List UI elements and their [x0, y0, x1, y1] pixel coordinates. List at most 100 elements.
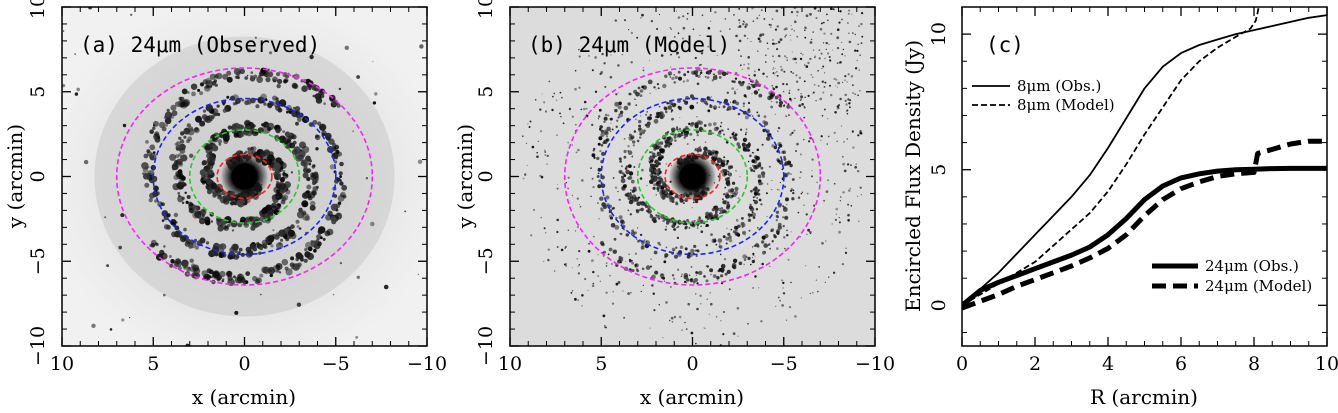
speckle [777, 40, 781, 44]
speckle [799, 99, 802, 101]
arm-blob [696, 224, 699, 227]
arm-blob [311, 172, 319, 179]
arm-blob [700, 71, 703, 75]
arm-blob [635, 92, 640, 97]
speckle [556, 246, 559, 248]
arm-blob [694, 278, 698, 282]
arm-blob [608, 214, 613, 218]
arm-blob [618, 157, 622, 161]
speckle [742, 112, 745, 115]
speckle [574, 230, 577, 232]
speckle [545, 232, 547, 234]
speckle [808, 140, 811, 143]
arm-blob [770, 228, 775, 232]
speckle [762, 72, 765, 76]
arm-blob [290, 142, 294, 146]
arm-blob [607, 253, 610, 256]
speckle [790, 281, 792, 284]
speckle [745, 128, 748, 131]
speckle [571, 290, 574, 292]
speckle [798, 76, 802, 80]
arm-blob [631, 189, 635, 193]
arm-blob [179, 139, 185, 144]
arm-blob [177, 194, 181, 198]
arm-blob [631, 155, 634, 158]
speckle [841, 53, 844, 56]
speckle [773, 234, 776, 237]
speckle [630, 291, 632, 294]
speckle [793, 30, 795, 32]
x-tick-label: 5 [595, 353, 607, 375]
speckle [812, 76, 814, 78]
speckle [670, 316, 674, 320]
speckle [812, 291, 814, 294]
arm-blob [227, 275, 233, 281]
arm-blob [775, 210, 780, 214]
speckle [857, 43, 860, 46]
arm-blob [303, 258, 308, 263]
arm-blob [698, 270, 703, 276]
speckle [752, 246, 754, 248]
arm-blob [742, 254, 747, 259]
arm-blob [781, 205, 785, 208]
speckle [708, 313, 710, 315]
speckle [608, 211, 611, 214]
arm-blob [325, 214, 332, 221]
arm-blob [657, 87, 660, 90]
speckle [804, 29, 806, 32]
speckle [752, 287, 754, 289]
speckle [665, 301, 668, 304]
x-tick-label: 10 [1315, 353, 1338, 375]
arm-blob [665, 221, 670, 225]
arm-blob [664, 74, 668, 78]
arm-blob [639, 127, 642, 130]
series-line-3 [962, 138, 1327, 311]
arm-blob [272, 79, 276, 83]
speckle [623, 173, 626, 176]
arm-blob [335, 208, 339, 212]
speckle [737, 335, 739, 337]
speckle [764, 84, 766, 86]
speckle [786, 59, 788, 61]
speckle [827, 52, 830, 55]
arm-blob [677, 70, 681, 74]
arm-blob [281, 258, 289, 266]
arm-blob [751, 212, 756, 218]
arm-blob [630, 179, 635, 184]
arm-blob [186, 139, 190, 144]
arm-blob [727, 232, 731, 236]
arm-blob [784, 161, 789, 166]
arm-blob [187, 91, 190, 94]
speckle [838, 230, 841, 234]
arm-blob [778, 144, 783, 148]
speckle [653, 309, 656, 312]
speckle [737, 26, 739, 28]
speckle [725, 242, 728, 245]
arm-blob [171, 110, 178, 117]
arm-blob [692, 280, 696, 284]
arm-blob [771, 240, 774, 243]
x-tick-label: −5 [770, 353, 798, 375]
arm-blob [250, 71, 254, 74]
speckle [684, 227, 687, 230]
speckle [748, 75, 750, 76]
arm-blob [676, 128, 678, 130]
speckle [780, 66, 782, 68]
aperture-ellipse-red [216, 153, 273, 200]
arm-blob [661, 181, 666, 186]
speckle [785, 115, 788, 118]
arm-blob [226, 70, 232, 76]
arm-blob [674, 133, 677, 136]
speckle [720, 121, 723, 124]
speckle [543, 101, 546, 104]
speckle [603, 62, 606, 65]
arm-blob [769, 94, 774, 100]
speckle [533, 209, 535, 211]
y-tick-label: −10 [475, 326, 497, 366]
y-tick-label: 5 [928, 164, 950, 176]
speckle [404, 210, 407, 213]
galaxy-nucleus [679, 163, 706, 190]
arm-blob [639, 233, 643, 237]
arm-blob [315, 185, 319, 189]
arm-blob [656, 172, 660, 176]
